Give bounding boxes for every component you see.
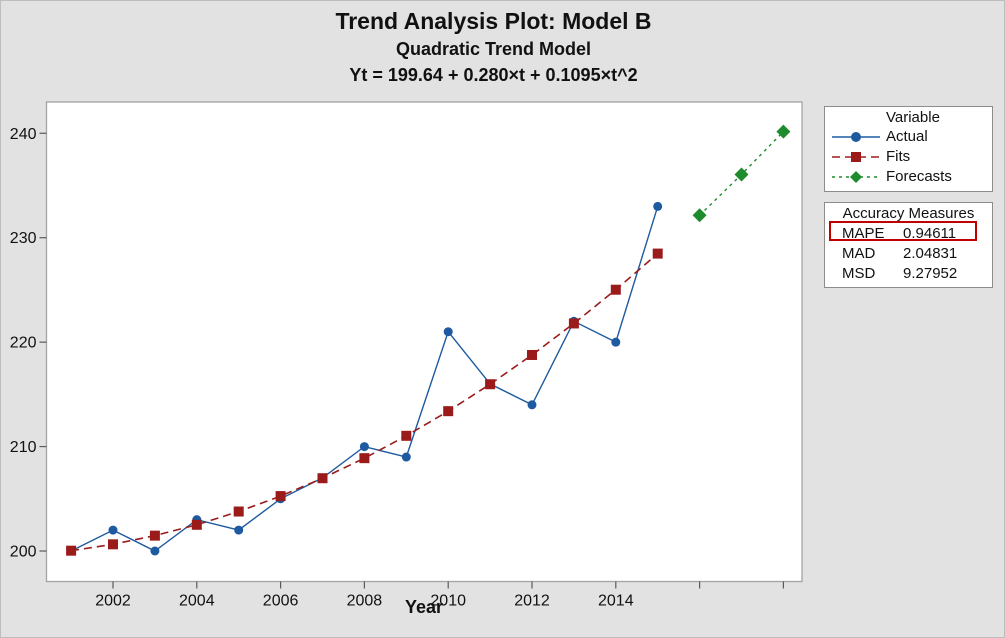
y-tick-label: 220 xyxy=(10,335,37,352)
y-tick-label: 200 xyxy=(10,544,37,561)
actual-data-point xyxy=(443,327,453,337)
fits-data-point xyxy=(568,318,579,329)
legend-item-actual: Actual xyxy=(825,127,992,147)
actual-data-point xyxy=(150,546,160,556)
legend-label-fits: Fits xyxy=(886,148,911,165)
fits-data-point xyxy=(191,519,202,530)
mape-highlight-rectangle xyxy=(829,221,977,241)
accuracy-row-mape: MAPE 0.94611 xyxy=(825,223,992,243)
mape-value: 0.94611 xyxy=(903,224,957,242)
fits-data-point xyxy=(485,379,496,390)
actual-data-point xyxy=(611,337,621,347)
title-block: Trend Analysis Plot: Model B Quadratic T… xyxy=(1,6,986,88)
actual-series-sample-icon xyxy=(832,132,880,142)
forecasts-data-point xyxy=(692,208,707,223)
actual-data-point xyxy=(653,201,663,211)
chart-subtitle: Quadratic Trend Model xyxy=(395,39,592,59)
x-tick-label: 2008 xyxy=(347,593,383,610)
fits-data-point xyxy=(275,491,286,502)
forecasts-series-sample-icon xyxy=(832,171,880,183)
actual-data-point xyxy=(108,525,118,535)
mape-label: MAPE xyxy=(842,224,885,242)
legend-label-forecasts: Forecasts xyxy=(886,168,952,185)
actual-data-point xyxy=(359,442,369,452)
mad-value: 2.04831 xyxy=(903,244,958,262)
legend-box: Variable Actual Fits Forecasts xyxy=(824,106,993,192)
page-title: Trend Analysis Plot: Model B xyxy=(335,8,652,34)
fits-data-point xyxy=(149,530,160,541)
x-tick-label: 2012 xyxy=(514,593,550,610)
fits-series-sample-icon xyxy=(832,152,880,162)
actual-data-point xyxy=(401,452,411,462)
fits-data-point xyxy=(527,349,537,360)
fits-data-point xyxy=(610,284,621,295)
legend-item-forecasts: Forecasts xyxy=(825,167,992,187)
msd-value: 9.27952 xyxy=(903,264,958,282)
fits-data-point xyxy=(652,248,663,259)
plot-area xyxy=(45,101,803,583)
y-tick-label: 230 xyxy=(10,230,37,247)
x-tick-label: 2010 xyxy=(430,593,466,610)
trend-equation: Yt = 199.64 + 0.280×t + 0.1095×t^2 xyxy=(349,65,638,85)
x-tick-label: 2004 xyxy=(179,593,215,610)
mad-label: MAD xyxy=(842,244,876,262)
fits-data-point xyxy=(233,506,244,517)
accuracy-row-msd: MSD 9.27952 xyxy=(825,263,992,283)
accuracy-title: Accuracy Measures xyxy=(842,205,975,222)
fits-data-point xyxy=(443,406,454,417)
x-tick-label: 2002 xyxy=(95,593,131,610)
forecasts-data-point xyxy=(734,167,749,182)
x-tick-label: 2006 xyxy=(263,593,299,610)
fits-data-point xyxy=(317,473,328,484)
accuracy-row-mad: MAD 2.04831 xyxy=(825,243,992,263)
legend-label-actual: Actual xyxy=(886,128,928,145)
accuracy-box: Accuracy Measures MAPE 0.94611 MAD 2.048… xyxy=(824,202,993,288)
fits-data-point xyxy=(401,430,412,441)
legend-item-fits: Fits xyxy=(825,147,992,167)
fits-data-point xyxy=(359,453,370,464)
y-tick-label: 210 xyxy=(10,439,37,456)
legend-title: Variable xyxy=(886,109,940,126)
fits-data-point xyxy=(108,539,118,550)
actual-data-point xyxy=(234,525,244,535)
msd-label: MSD xyxy=(842,264,876,282)
actual-data-point xyxy=(527,400,537,410)
x-tick-label: 2014 xyxy=(598,593,634,610)
x-axis-title: Year xyxy=(404,597,444,617)
y-tick-label: 240 xyxy=(10,126,37,143)
fits-data-point xyxy=(66,545,77,556)
